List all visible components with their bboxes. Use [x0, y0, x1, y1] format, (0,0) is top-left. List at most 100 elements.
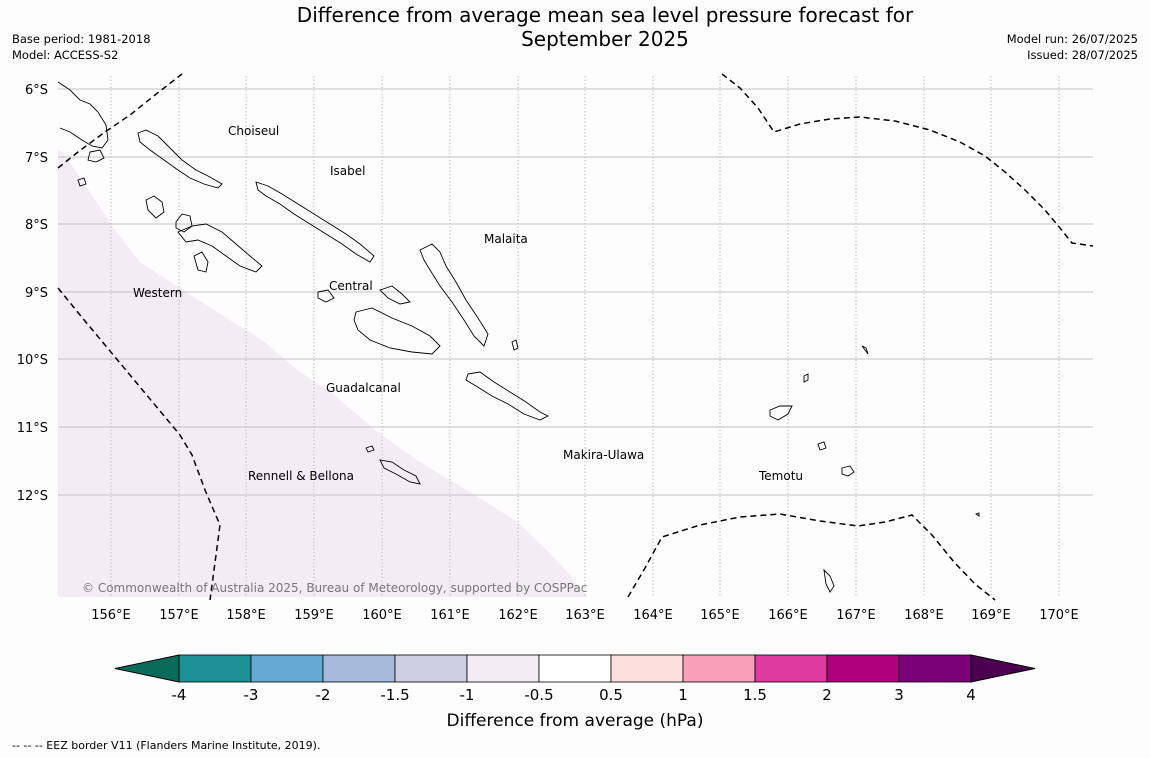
lon-label: 161°E — [430, 608, 470, 620]
colorbar-tick-label: -3 — [244, 686, 259, 704]
malaita-coast — [419, 243, 489, 347]
utupua-coast — [817, 441, 827, 451]
colorbar-tick-label: -1.5 — [380, 686, 409, 704]
region-label-guadalcanal: Guadalcanal — [326, 381, 401, 395]
florida-islands-coast — [379, 285, 411, 305]
rendova-coast — [193, 251, 209, 273]
choiseul-coast — [137, 129, 223, 189]
reef-islands-coast — [803, 373, 809, 383]
colorbar-block — [250, 654, 324, 683]
lat-label: 6°S — [25, 83, 48, 98]
latitude-gridlines — [58, 88, 1093, 496]
region-label-western: Western — [133, 286, 182, 300]
region-label-temotu: Temotu — [758, 469, 803, 483]
title-line-1: Difference from average mean sea level p… — [296, 3, 914, 27]
colorbar-block — [682, 654, 756, 683]
region-label-choiseul: Choiseul — [228, 124, 279, 138]
region-label-isabel: Isabel — [330, 164, 365, 178]
shortland-islands-coast — [87, 149, 105, 163]
colorbar-block — [754, 654, 828, 683]
colorbar-block — [610, 654, 684, 683]
lon-label: 168°E — [904, 608, 944, 620]
colorbar-tick-label: -0.5 — [524, 686, 553, 704]
colorbar-block — [394, 654, 468, 683]
model-run-text: Model run: 26/07/2025 — [1006, 32, 1138, 46]
eez-borders — [57, 73, 1094, 601]
coastlines — [57, 81, 980, 593]
negative-anomaly-shading — [58, 150, 587, 597]
makira-coast — [465, 371, 550, 421]
colorbar-block — [826, 654, 900, 683]
colorbar-tick-label: 2 — [822, 686, 832, 704]
lon-label: 170°E — [1039, 608, 1079, 620]
lon-label: 157°E — [159, 608, 199, 620]
eez-border-west — [57, 287, 221, 601]
vanikoro-coast — [841, 465, 855, 477]
colorbar-tick-label: 4 — [966, 686, 976, 704]
colorbar-tick-label: -1 — [460, 686, 475, 704]
region-label-makira-ulawa: Makira-Ulawa — [563, 448, 644, 462]
duff-islands-coast — [861, 345, 869, 355]
colorbar-tick-label: 1.5 — [743, 686, 767, 704]
colorbar-tick-label: 1 — [678, 686, 688, 704]
kolombangara-coast — [175, 213, 193, 233]
lat-label: 9°S — [25, 286, 48, 301]
ulawa-coast — [511, 339, 519, 351]
bougainville-coast — [57, 81, 109, 149]
colorbar-blocks — [178, 654, 972, 683]
lon-label: 156°E — [91, 608, 131, 620]
latitude-labels: 6°S 7°S 8°S 9°S 10°S 11°S 12°S — [17, 83, 48, 504]
colorbar-under-arrow — [114, 654, 180, 683]
eez-border-north-east — [721, 73, 1094, 247]
lon-label: 162°E — [498, 608, 538, 620]
copyright-text: © Commonwealth of Australia 2025, Bureau… — [82, 581, 587, 595]
guadalcanal-coast — [353, 307, 441, 355]
colorbar-block — [466, 654, 540, 683]
colorbar-tick-labels: -4 -3 -2 -1.5 -1 -0.5 0.5 1 1.5 2 3 4 — [172, 686, 976, 704]
colorbar-title: Difference from average (hPa) — [447, 711, 704, 731]
issued-text: Issued: 28/07/2025 — [1027, 48, 1138, 62]
map-title: Difference from average mean sea level p… — [260, 3, 950, 51]
model-text: Model: ACCESS-S2 — [12, 48, 119, 62]
lon-label: 167°E — [836, 608, 876, 620]
lon-label: 165°E — [700, 608, 740, 620]
region-labels: Choiseul Isabel Malaita Central Western … — [133, 124, 803, 483]
russell-islands-coast — [317, 289, 335, 303]
base-period-text: Base period: 1981-2018 — [12, 32, 151, 46]
region-label-malaita: Malaita — [484, 232, 528, 246]
bellona-coast — [365, 445, 375, 453]
torres-islands-coast — [823, 568, 835, 593]
lon-label: 158°E — [226, 608, 266, 620]
treasury-islands-coast — [77, 177, 87, 187]
lat-label: 10°S — [17, 353, 48, 368]
lon-label: 164°E — [633, 608, 673, 620]
lon-label: 163°E — [565, 608, 605, 620]
eez-border-south — [627, 513, 996, 601]
title-line-2: September 2025 — [521, 27, 689, 51]
vella-lavella-coast — [145, 195, 165, 219]
eez-border-north-west — [57, 73, 183, 169]
new-georgia-coast — [177, 223, 263, 273]
longitude-labels: 156°E 157°E 158°E 159°E 160°E 161°E 162°E 163°E… — [91, 608, 1079, 620]
lon-label: 169°E — [971, 608, 1011, 620]
colorbar-block — [322, 654, 396, 683]
tikopia-coast — [974, 512, 980, 517]
colorbar-block — [178, 654, 252, 683]
lat-label: 7°S — [25, 151, 48, 166]
longitude-gridlines — [110, 76, 1060, 597]
lon-label: 159°E — [294, 608, 334, 620]
lat-label: 12°S — [17, 489, 48, 504]
lon-label: 160°E — [362, 608, 402, 620]
colorbar-tick-label: 3 — [894, 686, 904, 704]
region-label-rennell-bellona: Rennell & Bellona — [248, 469, 354, 483]
lat-label: 8°S — [25, 218, 48, 233]
run-info: Model run: 26/07/2025 Issued: 28/07/2025 — [1007, 31, 1138, 63]
colorbar-tick-label: 0.5 — [599, 686, 623, 704]
rennell-coast — [379, 459, 421, 485]
map-plot: 6°S 7°S 8°S 9°S 10°S 11°S 12°S 156°E 157°… — [17, 73, 1094, 620]
colorbar-tick-label: -2 — [316, 686, 331, 704]
lat-label: 11°S — [17, 421, 48, 436]
colorbar-block — [538, 654, 612, 683]
colorbar-block — [898, 654, 972, 683]
colorbar-over-arrow — [970, 654, 1036, 683]
